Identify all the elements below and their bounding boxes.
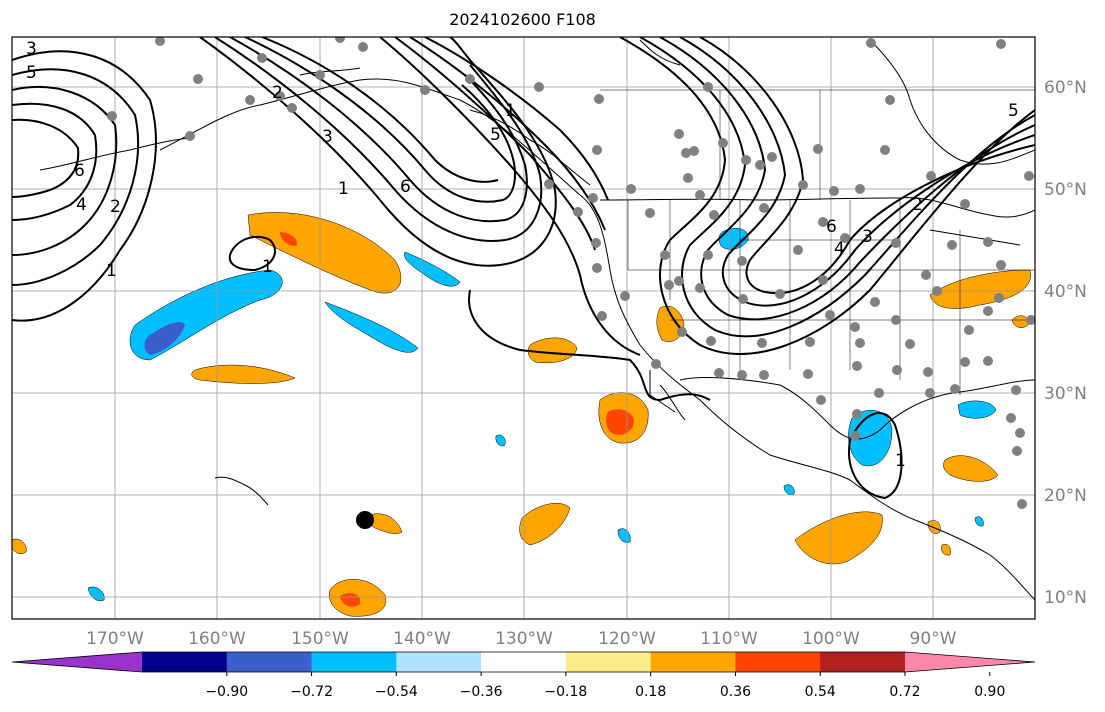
- colorbar-extend-high: [905, 652, 1035, 672]
- contour-label: 5: [490, 125, 501, 145]
- map-frame: [11, 36, 1036, 620]
- contour-label-layer: 3 5 6 4 2 1 2 3 1 6 1 1 5 6 4 3 2 1 5: [26, 39, 1019, 471]
- colorbar-tick-label: −0.90: [205, 684, 248, 700]
- lon-label: 120°W: [598, 629, 656, 649]
- lat-label: 40°N: [1044, 282, 1087, 302]
- colorbar-tick-label: 0.72: [889, 684, 920, 700]
- colorbar-segment: [565, 652, 652, 672]
- coastlines: [39, 39, 1035, 601]
- colorbar-tick-label: 0.54: [805, 684, 836, 700]
- colorbar-tick-label: −0.18: [544, 684, 587, 700]
- contour-label: 3: [26, 39, 37, 59]
- colorbar-segment: [142, 652, 228, 672]
- colorbar-segment: [396, 652, 482, 672]
- lon-axis-labels: 170°W 160°W 150°W 140°W 130°W 120°W 110°…: [86, 629, 957, 649]
- contour-label: 4: [834, 239, 845, 259]
- contour-label: 1: [895, 451, 906, 471]
- colorbar-segment: [226, 652, 313, 672]
- colorbar-tick-label: −0.54: [375, 684, 418, 700]
- colorbar-segment: [481, 652, 567, 672]
- contour-label: 6: [74, 161, 85, 181]
- contour-label: 3: [862, 227, 873, 247]
- contour-label: 6: [400, 177, 411, 197]
- colorbar-tick-label: 0.90: [974, 684, 1005, 700]
- contour-label: 4: [76, 195, 87, 215]
- lat-label: 30°N: [1044, 384, 1087, 404]
- lon-label: 100°W: [802, 629, 860, 649]
- contour-label: 2: [912, 195, 923, 215]
- colorbar-extend-low: [12, 652, 142, 672]
- lon-label: 160°W: [188, 629, 246, 649]
- lon-label: 130°W: [495, 629, 553, 649]
- contour-label: 1: [338, 179, 349, 199]
- contour-label: 2: [272, 83, 283, 103]
- lon-label: 170°W: [86, 629, 144, 649]
- state-borders: [600, 89, 1035, 395]
- station-markers: [107, 37, 1035, 509]
- map-title: 2024102600 F108: [449, 10, 596, 29]
- shading-layer: [12, 212, 1031, 617]
- contour-label: 5: [1008, 101, 1019, 121]
- marker-dot: [356, 511, 374, 529]
- contour-label: 1: [106, 261, 117, 281]
- lon-label: 140°W: [393, 629, 451, 649]
- colorbar-tick-label: 0.36: [720, 684, 751, 700]
- colorbar-segment: [735, 652, 821, 672]
- colorbar-tick-label: 0.18: [635, 684, 666, 700]
- contour-label: 5: [26, 63, 37, 83]
- lat-axis-labels: 60°N 50°N 40°N 30°N 20°N 10°N: [1044, 78, 1087, 608]
- lon-label: 150°W: [291, 629, 349, 649]
- contour-label: 3: [322, 127, 333, 147]
- lat-label: 20°N: [1044, 486, 1087, 506]
- contour-label: 1: [505, 101, 516, 121]
- colorbar-outline: [11, 651, 1036, 673]
- colorbar-tick-labels: −0.90 −0.72 −0.54 −0.36 −0.18 0.18 0.36 0.54 0.7…: [205, 672, 1005, 700]
- lat-label: 50°N: [1044, 180, 1087, 200]
- colorbar-segment: [650, 652, 736, 672]
- contour-label: 1: [262, 257, 273, 277]
- colorbar: [11, 651, 1036, 673]
- contour-label: 2: [110, 197, 121, 217]
- lat-label: 10°N: [1044, 588, 1087, 608]
- colorbar-tick-label: −0.72: [290, 684, 333, 700]
- lat-label: 60°N: [1044, 78, 1087, 98]
- contour-lines: [12, 37, 1035, 500]
- lon-label: 90°W: [910, 629, 957, 649]
- lon-label: 110°W: [700, 629, 758, 649]
- colorbar-segment: [311, 652, 397, 672]
- contour-label: 6: [826, 217, 837, 237]
- colorbar-segment: [820, 652, 906, 672]
- colorbar-tick-label: −0.36: [460, 684, 503, 700]
